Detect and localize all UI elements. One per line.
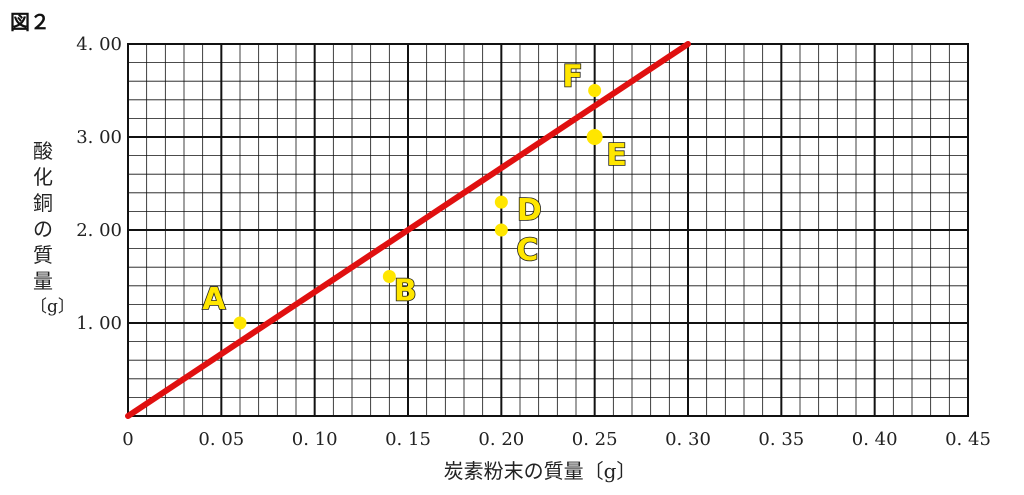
x-tick-label: 0. 30 bbox=[665, 429, 711, 450]
fit-line bbox=[125, 41, 691, 419]
x-tick-label: 0. 15 bbox=[385, 429, 431, 450]
y-tick-label: 3. 00 bbox=[76, 127, 122, 148]
x-tick-label: 0. 05 bbox=[198, 429, 244, 450]
figure-label: 図２ bbox=[10, 10, 50, 34]
data-points: A B CD E F bbox=[202, 59, 628, 330]
data-point-e bbox=[586, 129, 603, 145]
x-tick-label: 0. 25 bbox=[572, 429, 618, 450]
y-tick-label: 2. 00 bbox=[76, 220, 122, 241]
point-label-a: A bbox=[202, 282, 226, 317]
y-axis-label-char: 化 bbox=[33, 165, 53, 189]
point-label-d: D bbox=[517, 193, 542, 228]
y-axis-label-char: 酸 bbox=[33, 139, 53, 163]
y-tick-label: 4. 00 bbox=[76, 34, 122, 55]
y-tick-label: 1. 00 bbox=[76, 313, 122, 334]
x-tick-labels: 0 0. 05 0. 10 0. 15 0. 20 0. 25 0. 30 0. 35 0. 4… bbox=[122, 429, 991, 450]
x-tick-label: 0 bbox=[122, 429, 133, 450]
data-point-f bbox=[588, 84, 602, 97]
data-point-b bbox=[382, 270, 396, 283]
data-point-d bbox=[494, 195, 508, 209]
y-axis-label-char: の bbox=[33, 217, 53, 241]
y-tick-labels: 1. 00 2. 00 3. 00 4. 00 bbox=[76, 34, 122, 334]
point-label-f: F bbox=[562, 60, 583, 95]
point-label-b: B bbox=[394, 274, 417, 309]
x-tick-label: 0. 45 bbox=[945, 429, 991, 450]
data-point-c bbox=[494, 223, 508, 237]
y-axis-label-char: 質 bbox=[33, 243, 53, 267]
y-axis-label-char: 銅 bbox=[33, 191, 53, 215]
x-tick-label: 0. 40 bbox=[852, 429, 898, 450]
x-axis-label: 炭素粉末の質量〔g〕 bbox=[444, 459, 637, 483]
plot-border bbox=[127, 43, 969, 417]
fit-line-group bbox=[125, 41, 691, 419]
grid-minor bbox=[128, 44, 968, 416]
data-point-a bbox=[233, 316, 247, 330]
point-label-c: C bbox=[516, 233, 538, 268]
x-tick-label: 0. 35 bbox=[758, 429, 804, 450]
point-label-e: E bbox=[606, 138, 627, 173]
x-tick-label: 0. 20 bbox=[478, 429, 524, 450]
y-axis-label-char: 量 bbox=[33, 269, 53, 293]
x-tick-label: 0. 10 bbox=[292, 429, 338, 450]
